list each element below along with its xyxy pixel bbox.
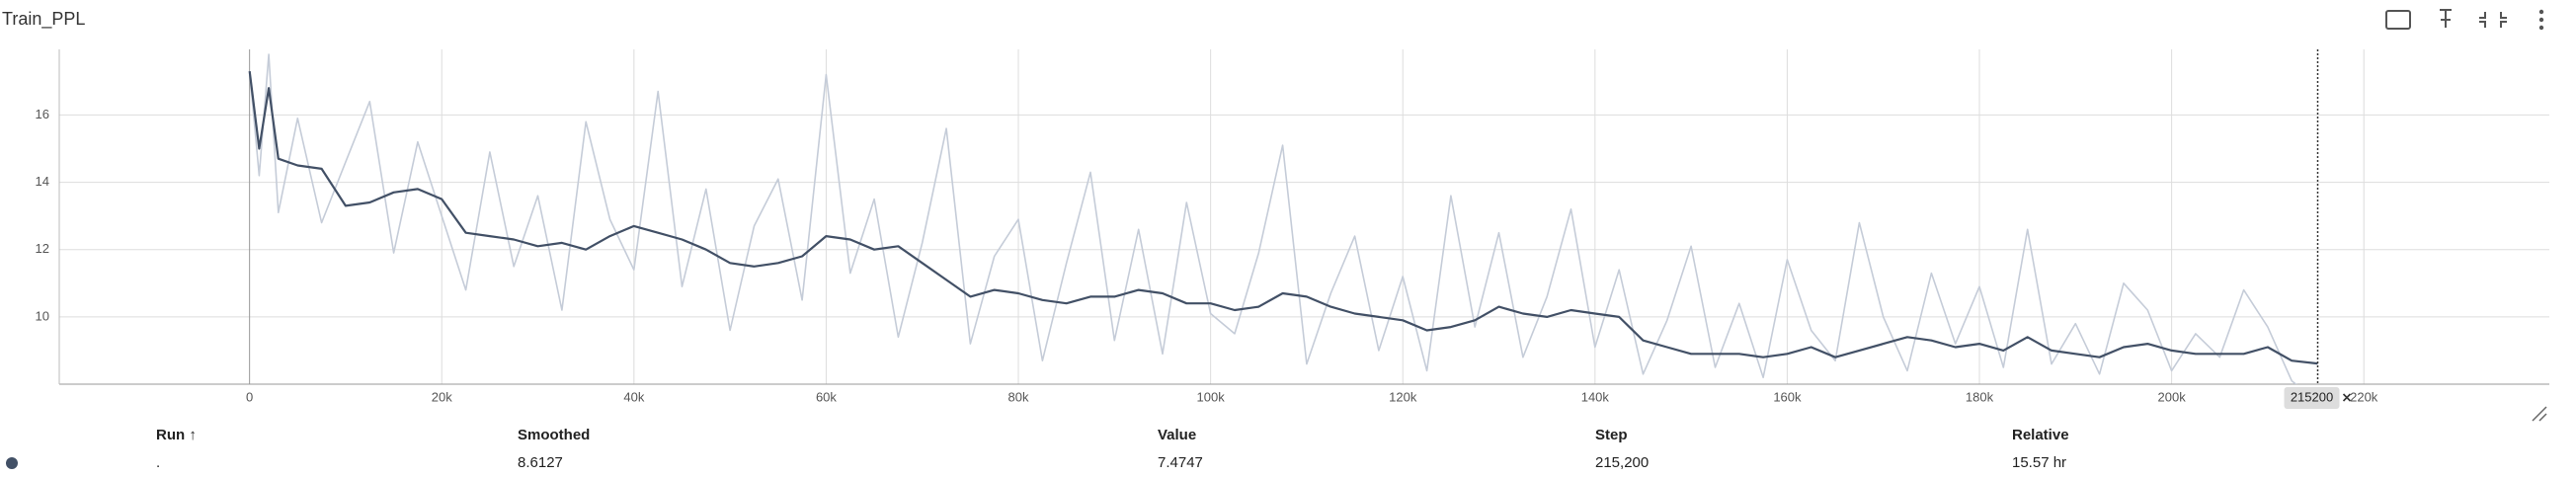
pin-icon[interactable] xyxy=(2440,9,2452,28)
table-header: Run ↑ xyxy=(156,427,197,443)
x-tick-label: 140k xyxy=(1581,389,1610,404)
table-cell: 7.4747 xyxy=(1158,454,1203,471)
x-tick-label: 220k xyxy=(2350,389,2378,404)
cursor-label-bg xyxy=(2284,387,2340,409)
resize-handle[interactable] xyxy=(2532,406,2547,422)
x-tick-label: 180k xyxy=(1966,389,1994,404)
x-tick-label: 0 xyxy=(246,389,253,404)
smoothed-line xyxy=(248,70,2318,365)
cursor-close xyxy=(2342,393,2352,402)
x-tick-label: 120k xyxy=(1389,389,1417,404)
toolbar xyxy=(2385,9,2544,31)
y-tick-label: 12 xyxy=(36,241,49,256)
raw-line xyxy=(248,53,2297,384)
x-tick-label: 80k xyxy=(1008,389,1029,404)
x-tick-label: 160k xyxy=(1773,389,1802,404)
table-cell: . xyxy=(156,454,160,471)
table-header: Smoothed xyxy=(518,427,590,443)
cursor-label: 215200 xyxy=(2291,389,2333,404)
collapse-icon[interactable] xyxy=(2479,12,2507,28)
table-cell: 215,200 xyxy=(1595,454,1649,471)
menu-icon[interactable] xyxy=(2538,9,2544,31)
y-tick-label: 10 xyxy=(36,308,49,323)
table-header: Value xyxy=(1158,427,1196,443)
table-cell: 8.6127 xyxy=(518,454,563,471)
y-tick-label: 16 xyxy=(36,107,49,121)
fit-icon[interactable] xyxy=(2385,10,2411,30)
table-header: Relative xyxy=(2012,427,2069,443)
x-tick-label: 60k xyxy=(816,389,837,404)
table-cell: 15.57 hr xyxy=(2012,454,2066,471)
x-tick-label: 200k xyxy=(2158,389,2187,404)
run-color-dot xyxy=(6,457,18,469)
x-tick-label: 20k xyxy=(432,389,452,404)
table-header: Step xyxy=(1595,427,1628,443)
plot-area xyxy=(248,53,2318,384)
chart-title: Train_PPL xyxy=(2,9,85,30)
x-tick-label: 100k xyxy=(1197,389,1226,404)
y-tick-label: 14 xyxy=(36,174,49,189)
x-tick-label: 40k xyxy=(623,389,644,404)
